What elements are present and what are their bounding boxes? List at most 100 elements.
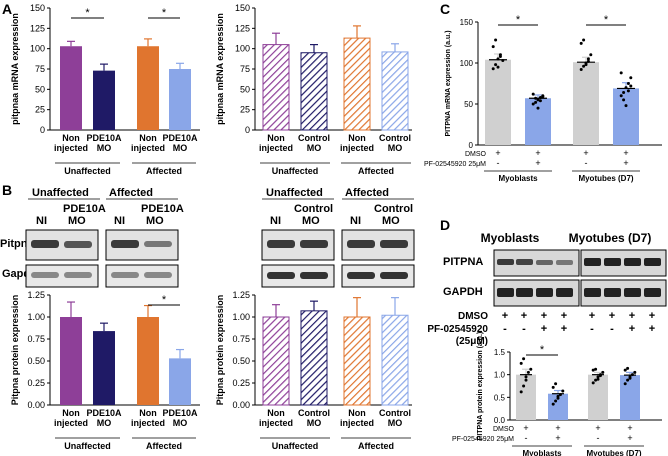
group-label: Myotubes (D7) [578,174,633,183]
bar [525,98,551,145]
data-point [630,373,634,377]
data-point [519,361,523,365]
group-label: Affected [358,441,394,451]
lane-label: NI [36,215,47,227]
category-label: Non [267,408,285,418]
category-label: MO [388,143,403,153]
category-label: Non [62,408,80,418]
blot-band [31,240,59,248]
lane-top-label: Control [374,203,413,215]
blot-band [144,272,172,278]
data-point [524,378,528,382]
treatment-sign: + [535,148,540,158]
blot-band [604,288,621,297]
blot-band [64,272,92,278]
data-point [536,106,540,110]
y-tick-label: 0.25 [232,378,250,388]
panel-label-c: C [440,1,450,17]
category-label: injected [259,143,293,153]
group-label: Unaffected [272,166,319,176]
y-tick-label: 150 [30,3,45,13]
data-point [501,59,505,63]
data-point [531,92,535,96]
data-point [534,96,538,100]
blot-band [380,272,408,279]
data-point [628,376,632,380]
data-point [556,394,560,398]
category-label: Non [267,133,285,143]
y-tick-label: 0 [469,141,474,150]
y-tick-label: 100 [460,59,474,68]
y-axis-label: pitpnaa mRNA expression [215,13,225,125]
bar [620,375,640,420]
data-point [598,374,602,378]
treatment-sign: - [585,158,588,168]
blot-band [516,259,533,265]
category-label: Non [348,133,366,143]
data-point [579,68,583,72]
data-point [536,98,540,102]
blot-band [111,240,139,248]
treatment-sign: + [555,423,560,433]
y-tick-label: 1.25 [232,290,250,300]
data-point [626,366,630,370]
western-blot-d: Myoblasts Myotubes (D7) PITPNA GAPDH DMS… [427,231,667,347]
treatment-label: DMSO [458,311,488,322]
data-point [594,378,598,382]
lane-label: MO [146,215,164,227]
y-tick-label: 150 [235,3,250,13]
blot-band [624,288,641,297]
blot-membrane [261,264,335,288]
blot-band [604,258,621,266]
bar [485,59,511,145]
blot-header-affected: Affected [109,187,153,199]
panel-label-d: D [440,217,450,233]
bar [548,393,568,420]
category-label: Control [379,408,411,418]
y-tick-label: 150 [460,18,474,27]
data-point [554,399,558,403]
data-point [626,378,630,382]
panel-label-a: A [2,1,12,17]
category-label: injected [54,418,88,428]
data-point [538,99,542,103]
y-tick-label: 0.25 [27,378,45,388]
y-tick-label: 1.5 [494,348,506,357]
data-point [561,389,565,393]
blot-treatment-signs: + + + + + + + +- - + + - - + + [502,310,655,335]
group-label: Affected [146,441,182,451]
data-point [579,41,583,45]
treatment-sign: + [627,433,632,443]
data-point [601,370,605,374]
blot-header-unaffected: Unaffected [266,187,323,199]
blot-treatment-sign: + [609,310,615,322]
category-label: injected [340,418,374,428]
treatment-sign: - [525,433,528,443]
western-blot-b-left: Unaffected Affected PDE10A PDE10A NI MO … [0,187,184,288]
y-tick-label: 0.00 [27,400,45,410]
y-axis-label: pitpnaa mRNA expression [10,13,20,125]
blot-treatment-sign: + [541,323,547,335]
category-label: MO [388,418,403,428]
lane-top-label: PDE10A [141,203,184,215]
data-point [591,381,595,385]
data-point [551,402,555,406]
y-tick-label: 125 [235,23,250,33]
data-point [538,95,542,99]
bar [343,37,371,131]
y-tick-label: 0.50 [232,356,250,366]
data-point [594,367,598,371]
treatment-sign: - [597,433,600,443]
blot-header-affected: Affected [345,187,389,199]
lane-label: NI [350,215,361,227]
y-tick-label: 0 [245,125,250,135]
blot-band [644,288,661,297]
treatment-sign: + [623,158,628,168]
blot-treatment-sign: + [521,310,527,322]
y-tick-label: 0 [40,125,45,135]
y-tick-label: 125 [30,23,45,33]
data-point [629,84,633,88]
bar [262,316,290,406]
data-point [596,375,600,379]
